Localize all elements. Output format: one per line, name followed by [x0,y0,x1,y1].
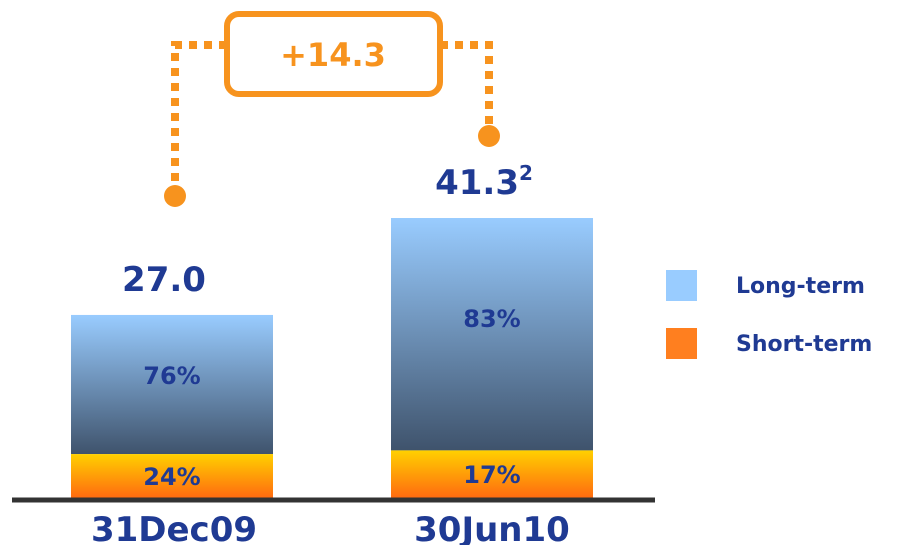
data-label-long-term-30Jun10: 83% [463,305,520,333]
legend-swatch-short-term [666,328,697,359]
bracket-right-dot [478,125,500,147]
change-box [224,11,443,97]
bar-long-term-30Jun10 [391,218,593,451]
bar-long-term-31Dec09 [71,314,273,455]
data-label-short-term-31Dec09: 24% [143,463,200,491]
change-label: +14.3 [280,36,386,74]
change-bracket: +14.3 [164,11,500,207]
bar-short-term-30Jun10 [391,450,593,498]
total-label-footnote-30Jun10: 2 [519,161,533,185]
data-label-long-term-31Dec09: 76% [143,362,200,390]
total-label-30Jun10: 41.32 [435,161,533,203]
legend-label-short-term: Short-term [736,332,872,357]
legend-label-long-term: Long-term [736,274,865,299]
bar-short-term-31Dec09 [71,454,273,498]
bracket-right-connector [440,41,493,136]
x-tick-label-30Jun10: 30Jun10 [414,510,570,545]
x-tick-label-31Dec09: 31Dec09 [91,510,257,545]
total-label-31Dec09: 27.0 [122,260,206,300]
bracket-left-dot [164,185,186,207]
data-label-short-term-30Jun10: 17% [463,461,520,489]
legend: Long-term Short-term [666,270,872,359]
bracket-left-connector [171,41,230,196]
legend-swatch-long-term [666,270,697,301]
bars-group: 76% 24% 27.0 83% 17% 41.32 [71,161,593,498]
